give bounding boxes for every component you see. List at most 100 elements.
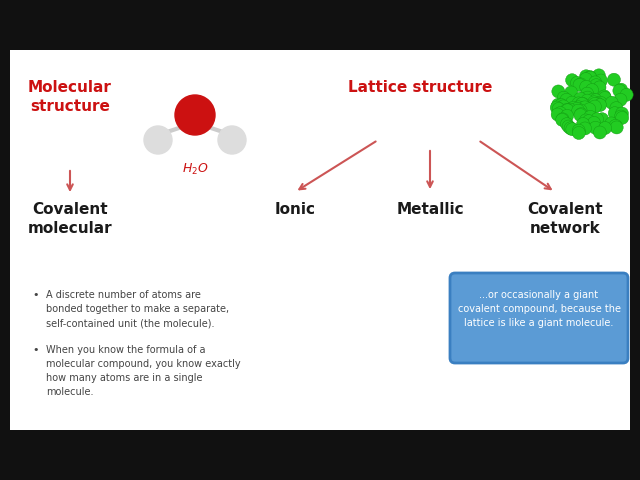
Circle shape (594, 96, 607, 109)
Circle shape (588, 116, 600, 129)
Circle shape (554, 107, 567, 120)
Circle shape (610, 102, 623, 115)
Text: Molecular
structure: Molecular structure (28, 80, 112, 114)
Circle shape (557, 91, 570, 104)
Circle shape (586, 84, 598, 96)
Circle shape (588, 96, 600, 109)
Circle shape (579, 72, 593, 85)
Circle shape (605, 117, 618, 130)
Circle shape (616, 111, 628, 124)
Circle shape (575, 97, 588, 110)
Circle shape (575, 108, 588, 120)
Circle shape (560, 93, 573, 107)
Circle shape (564, 122, 577, 135)
Circle shape (552, 98, 564, 111)
Circle shape (581, 91, 594, 104)
Circle shape (583, 103, 596, 116)
Circle shape (582, 115, 595, 128)
Circle shape (572, 104, 585, 117)
Text: When you know the formula of a
molecular compound, you know exactly
how many ato: When you know the formula of a molecular… (46, 345, 241, 397)
Circle shape (573, 78, 586, 92)
Circle shape (574, 78, 588, 91)
Text: Covalent
molecular: Covalent molecular (28, 202, 112, 236)
Circle shape (580, 87, 594, 100)
Circle shape (595, 74, 607, 87)
Circle shape (589, 121, 602, 134)
Circle shape (591, 97, 604, 110)
Circle shape (593, 69, 605, 82)
Text: •: • (32, 345, 38, 355)
Circle shape (607, 73, 620, 86)
Circle shape (579, 101, 591, 114)
Circle shape (589, 94, 602, 107)
Circle shape (557, 100, 570, 113)
Circle shape (566, 96, 579, 109)
Circle shape (566, 123, 579, 136)
Circle shape (610, 121, 623, 134)
Circle shape (577, 118, 589, 131)
Circle shape (579, 114, 593, 127)
Circle shape (567, 101, 580, 114)
Circle shape (175, 95, 215, 135)
Circle shape (556, 113, 569, 126)
FancyBboxPatch shape (10, 50, 630, 430)
Circle shape (566, 73, 579, 87)
Text: Ionic: Ionic (275, 202, 316, 217)
Circle shape (598, 91, 611, 105)
Text: ...or occasionally a giant
covalent compound, because the
lattice is like a gian: ...or occasionally a giant covalent comp… (458, 290, 621, 328)
Circle shape (579, 122, 591, 135)
Text: Covalent
network: Covalent network (527, 202, 603, 236)
Circle shape (572, 101, 585, 114)
Circle shape (584, 71, 596, 84)
Circle shape (144, 126, 172, 154)
Circle shape (613, 84, 626, 97)
Circle shape (608, 107, 621, 120)
Circle shape (552, 85, 565, 98)
Circle shape (591, 113, 604, 126)
Text: Lattice structure: Lattice structure (348, 80, 492, 95)
Circle shape (551, 108, 564, 121)
Circle shape (588, 100, 602, 113)
Circle shape (561, 103, 573, 116)
Circle shape (593, 126, 606, 139)
Circle shape (598, 90, 611, 103)
Circle shape (552, 102, 565, 115)
Circle shape (580, 94, 594, 107)
Circle shape (572, 97, 585, 110)
Circle shape (570, 76, 584, 89)
Circle shape (616, 107, 628, 120)
Circle shape (614, 93, 627, 106)
Circle shape (562, 120, 575, 133)
Circle shape (584, 71, 596, 84)
Circle shape (561, 104, 574, 117)
Circle shape (556, 113, 569, 126)
Text: Metallic: Metallic (396, 202, 464, 217)
Circle shape (572, 126, 586, 140)
Text: H$_2$O: H$_2$O (182, 162, 209, 177)
Circle shape (614, 83, 628, 96)
Circle shape (580, 80, 593, 94)
Circle shape (620, 88, 633, 101)
Circle shape (614, 110, 627, 123)
Text: •: • (32, 290, 38, 300)
Circle shape (561, 109, 573, 122)
Circle shape (593, 81, 606, 94)
Circle shape (598, 121, 612, 134)
Circle shape (561, 118, 573, 131)
Circle shape (572, 124, 585, 137)
Circle shape (593, 98, 607, 111)
Circle shape (580, 70, 593, 83)
Circle shape (605, 96, 618, 109)
Circle shape (589, 76, 602, 89)
Circle shape (574, 92, 587, 105)
Circle shape (609, 120, 622, 132)
Circle shape (584, 110, 597, 123)
FancyBboxPatch shape (450, 273, 628, 363)
Circle shape (570, 102, 584, 115)
Circle shape (218, 126, 246, 154)
Circle shape (563, 103, 577, 116)
Circle shape (590, 79, 603, 92)
Circle shape (586, 93, 600, 106)
Circle shape (555, 98, 568, 111)
Circle shape (576, 97, 589, 110)
